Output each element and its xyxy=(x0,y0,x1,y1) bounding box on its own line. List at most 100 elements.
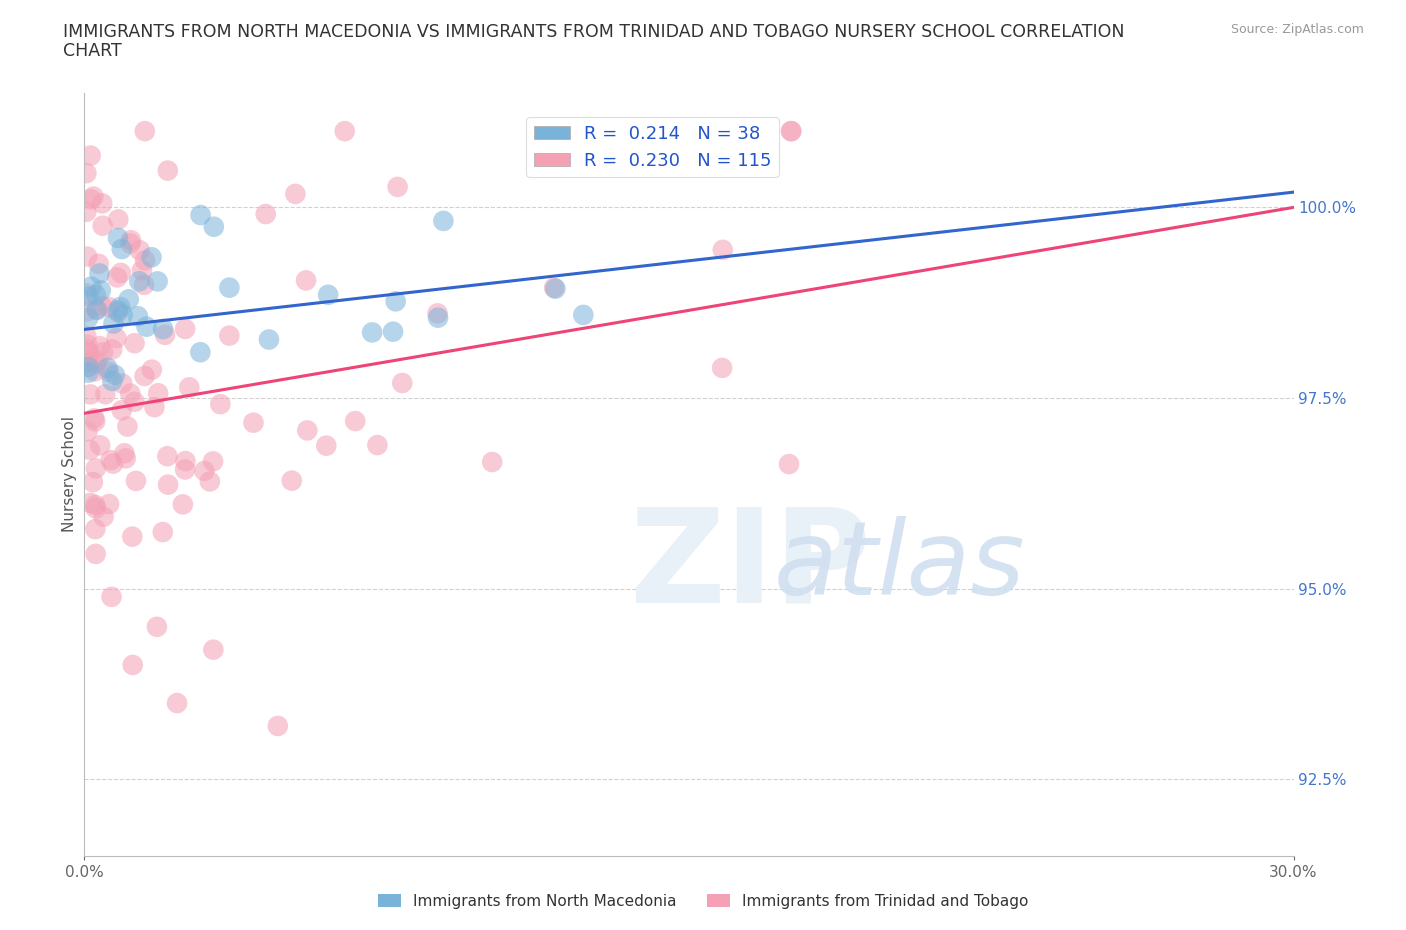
Point xyxy=(75,166,97,180)
Point xyxy=(128,243,150,258)
Point xyxy=(107,303,129,318)
Point xyxy=(120,232,142,247)
Point xyxy=(93,510,115,525)
Point xyxy=(202,643,225,658)
Point xyxy=(82,189,104,204)
Point xyxy=(131,263,153,278)
Point xyxy=(174,462,197,477)
Point xyxy=(780,124,803,139)
Point xyxy=(128,273,150,288)
Point xyxy=(125,473,148,488)
Point xyxy=(382,325,405,339)
Point xyxy=(202,454,225,469)
Point xyxy=(426,306,449,321)
Point xyxy=(120,386,142,401)
Text: IMMIGRANTS FROM NORTH MACEDONIA VS IMMIGRANTS FROM TRINIDAD AND TOBAGO NURSERY S: IMMIGRANTS FROM NORTH MACEDONIA VS IMMIG… xyxy=(63,23,1125,41)
Point xyxy=(100,453,122,468)
Point xyxy=(84,461,107,476)
Point xyxy=(427,311,450,325)
Point xyxy=(572,308,595,323)
Point xyxy=(101,456,124,471)
Point xyxy=(90,283,112,298)
Point xyxy=(780,124,803,139)
Point xyxy=(281,473,304,488)
Point xyxy=(98,497,121,512)
Point xyxy=(156,449,179,464)
Point xyxy=(384,294,406,309)
Point xyxy=(84,547,107,562)
Point xyxy=(79,443,101,458)
Point xyxy=(179,379,201,394)
Point xyxy=(105,331,128,346)
Point xyxy=(316,287,339,302)
Point xyxy=(100,590,122,604)
Point xyxy=(711,243,734,258)
Point xyxy=(543,280,565,295)
Point xyxy=(295,273,318,288)
Point xyxy=(432,214,454,229)
Point xyxy=(101,374,124,389)
Point xyxy=(94,387,117,402)
Point xyxy=(79,496,101,511)
Point xyxy=(79,387,101,402)
Point xyxy=(121,658,143,672)
Point xyxy=(87,257,110,272)
Point xyxy=(172,497,194,512)
Point xyxy=(111,242,134,257)
Point xyxy=(91,219,114,233)
Point xyxy=(120,236,142,251)
Point xyxy=(121,529,143,544)
Point xyxy=(84,287,107,302)
Point xyxy=(84,356,107,371)
Point xyxy=(82,474,104,489)
Point xyxy=(193,463,215,478)
Point xyxy=(135,319,157,334)
Point xyxy=(284,187,307,202)
Point xyxy=(174,454,197,469)
Point xyxy=(544,281,567,296)
Point xyxy=(76,338,98,352)
Point xyxy=(83,364,105,379)
Point xyxy=(132,277,155,292)
Point xyxy=(89,438,111,453)
Point xyxy=(84,302,107,317)
Point xyxy=(86,302,108,317)
Point xyxy=(124,394,146,409)
Point xyxy=(75,304,97,319)
Point xyxy=(134,253,156,268)
Point xyxy=(267,719,290,734)
Point xyxy=(91,196,114,211)
Point xyxy=(91,345,114,360)
Point xyxy=(96,361,118,376)
Point xyxy=(124,336,146,351)
Point xyxy=(198,474,221,489)
Point xyxy=(107,305,129,320)
Point xyxy=(344,414,367,429)
Point xyxy=(627,138,650,153)
Point xyxy=(75,329,97,344)
Point xyxy=(77,365,100,380)
Point xyxy=(89,339,111,353)
Point xyxy=(134,124,156,139)
Point xyxy=(111,403,134,418)
Point xyxy=(242,415,264,430)
Point xyxy=(297,423,319,438)
Point xyxy=(366,438,388,453)
Point xyxy=(156,163,179,178)
Point xyxy=(84,501,107,516)
Point xyxy=(84,414,107,429)
Point xyxy=(134,368,156,383)
Point xyxy=(101,342,124,357)
Legend: Immigrants from North Macedonia, Immigrants from Trinidad and Tobago: Immigrants from North Macedonia, Immigra… xyxy=(371,887,1035,915)
Legend: R =  0.214   N = 38, R =  0.230   N = 115: R = 0.214 N = 38, R = 0.230 N = 115 xyxy=(526,117,779,177)
Point xyxy=(127,309,149,324)
Point xyxy=(141,250,163,265)
Point xyxy=(111,308,134,323)
Y-axis label: Nursery School: Nursery School xyxy=(62,417,77,532)
Point xyxy=(254,206,277,221)
Point xyxy=(315,438,337,453)
Point xyxy=(77,311,100,325)
Point xyxy=(77,355,100,370)
Point xyxy=(118,292,141,307)
Point xyxy=(157,477,180,492)
